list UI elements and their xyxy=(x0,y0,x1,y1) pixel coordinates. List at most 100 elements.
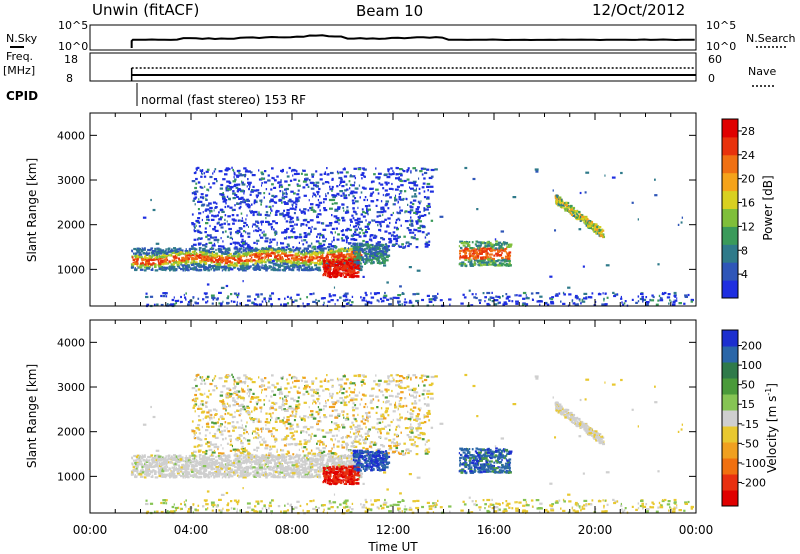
power-cell xyxy=(210,259,214,262)
power-cell xyxy=(222,197,226,200)
power-cell xyxy=(242,198,246,201)
power-cell xyxy=(302,186,306,189)
power-cell xyxy=(215,202,218,205)
power-cell xyxy=(284,195,286,199)
power-cell xyxy=(220,223,224,226)
power-cell xyxy=(302,211,306,214)
power-cell xyxy=(230,293,233,296)
power-cell xyxy=(329,185,331,188)
power-cell xyxy=(504,242,508,245)
power-cell xyxy=(385,200,390,203)
power-cell xyxy=(312,195,314,198)
power-cell xyxy=(388,237,392,241)
power-cell xyxy=(341,239,346,242)
velocity-cell xyxy=(285,456,288,459)
power-cell xyxy=(309,219,314,222)
power-cell xyxy=(331,214,333,217)
power-cell xyxy=(352,210,356,213)
power-cell xyxy=(371,219,373,222)
power-cell xyxy=(174,299,179,303)
power-cell xyxy=(362,239,365,243)
power-cell xyxy=(312,268,315,271)
power-cell xyxy=(260,171,264,174)
power-cell xyxy=(244,252,249,255)
power-cell xyxy=(201,172,203,175)
power-cell xyxy=(404,298,406,301)
power-cell xyxy=(268,192,271,195)
power-cell xyxy=(419,170,423,173)
power-cell xyxy=(236,296,239,299)
power-cell xyxy=(380,250,384,253)
power-cell xyxy=(430,168,435,172)
power-cell xyxy=(270,188,273,191)
power-cell xyxy=(476,256,479,259)
power-cell xyxy=(637,295,640,298)
power-cell xyxy=(213,242,216,245)
power-cell xyxy=(273,186,277,189)
power-cell xyxy=(206,168,210,171)
power-cell xyxy=(365,250,368,253)
power-cell xyxy=(218,302,221,305)
power-cell xyxy=(252,259,256,262)
velocity-cell xyxy=(140,458,142,461)
power-cell xyxy=(211,236,215,239)
power-cell xyxy=(194,253,198,256)
power-cell xyxy=(358,231,361,234)
power-cell xyxy=(247,259,251,262)
power-cell xyxy=(243,259,246,263)
power-cell xyxy=(357,271,360,274)
power-cell xyxy=(378,245,381,248)
power-cell xyxy=(341,269,345,272)
power-cell xyxy=(473,250,475,253)
power-cell xyxy=(337,259,342,262)
power-cell xyxy=(191,259,193,262)
power-cell xyxy=(293,192,296,195)
power-cell xyxy=(352,238,356,241)
power-cell xyxy=(439,215,444,218)
power-cell xyxy=(143,269,147,272)
power-cell xyxy=(535,170,539,173)
power-cell xyxy=(467,257,470,260)
power-cell xyxy=(256,229,260,233)
power-cell xyxy=(494,264,497,267)
power-cell xyxy=(162,292,166,295)
power-cell xyxy=(684,295,688,298)
velocity-cell xyxy=(347,464,351,467)
power-cell xyxy=(244,175,246,178)
power-cell xyxy=(355,213,358,216)
power-cell xyxy=(614,293,619,296)
power-cell xyxy=(332,264,335,267)
power-cell xyxy=(422,182,426,185)
power-cell xyxy=(354,211,357,214)
power-cell xyxy=(225,186,229,189)
power-cell xyxy=(554,294,559,297)
velocity-cell xyxy=(280,455,283,458)
power-cell xyxy=(303,259,307,262)
power-cell xyxy=(493,244,495,247)
power-cell xyxy=(309,259,312,262)
power-cell xyxy=(352,263,356,266)
power-cell xyxy=(573,214,575,217)
power-cell xyxy=(275,211,278,214)
power-cell xyxy=(156,303,159,306)
power-cell xyxy=(295,199,298,202)
power-cell xyxy=(239,302,242,305)
power-cell xyxy=(503,243,506,246)
power-cell xyxy=(384,173,388,176)
power-cell xyxy=(205,194,207,197)
power-cell xyxy=(382,260,386,263)
power-cell xyxy=(375,176,378,179)
power-cell xyxy=(401,243,404,246)
power-cell xyxy=(164,258,167,261)
power-cell xyxy=(383,208,385,211)
power-cell xyxy=(486,256,490,259)
power-cell xyxy=(246,245,251,248)
power-cell xyxy=(343,293,348,296)
power-cell xyxy=(303,208,306,211)
power-cell xyxy=(161,256,166,259)
power-cell xyxy=(132,263,135,266)
velocity-cell xyxy=(264,464,266,467)
power-cell xyxy=(325,258,329,261)
power-cell xyxy=(161,261,164,264)
power-cell xyxy=(468,289,471,292)
